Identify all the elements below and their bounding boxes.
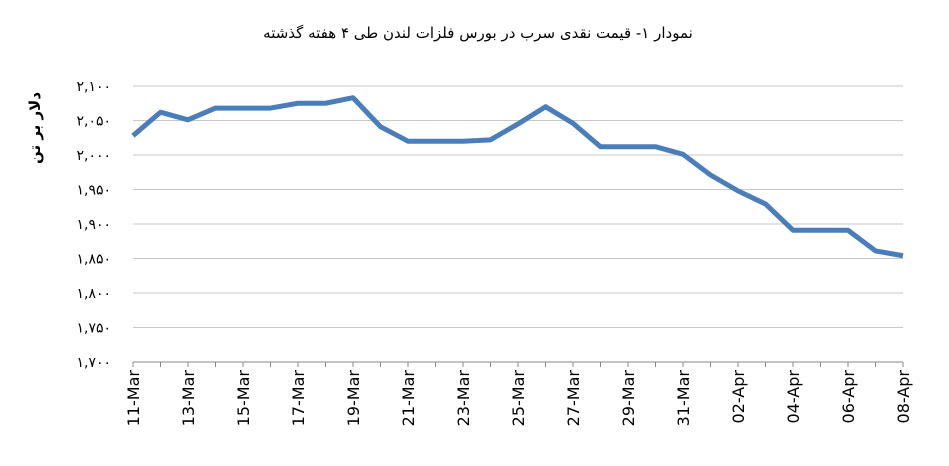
x-tick-label: 25-Mar	[509, 370, 528, 427]
y-tick-label: ۱,۷۰۰	[76, 355, 111, 371]
y-tick-label: ۱,۸۵۰	[76, 252, 111, 268]
x-tick-label: 19-Mar	[344, 370, 363, 427]
x-tick-label: 08-Apr	[894, 370, 913, 424]
x-tick-label: 11-Mar	[124, 370, 143, 427]
x-tick-label: 13-Mar	[179, 370, 198, 427]
x-tick-label: 15-Mar	[234, 370, 253, 427]
x-tick-label: 02-Apr	[729, 370, 748, 424]
x-tick-label: 21-Mar	[399, 370, 418, 427]
x-tick-label: 23-Mar	[454, 370, 473, 427]
y-tick-label: ۲,۰۵۰	[76, 114, 111, 130]
y-tick-label: ۱,۷۵۰	[76, 321, 111, 337]
y-tick-label: ۱,۸۰۰	[76, 286, 111, 302]
y-tick-label: ۱,۹۵۰	[76, 183, 111, 199]
x-tick-label: 27-Mar	[564, 370, 583, 427]
y-tick-label: ۲,۱۰۰	[76, 79, 111, 95]
data-line	[131, 95, 904, 259]
x-tick-label: 04-Apr	[784, 370, 803, 424]
y-axis-label: دلار بر تن	[26, 92, 44, 164]
x-tick-label: 06-Apr	[839, 370, 858, 424]
chart-title: نمودار ۱- قیمت نقدی سرب در بورس فلزات لن…	[263, 24, 693, 42]
x-tick-label: 31-Mar	[674, 370, 693, 427]
y-tick-label: ۲,۰۰۰	[76, 148, 111, 164]
x-tick-label: 17-Mar	[289, 370, 308, 427]
y-tick-label: ۱,۹۰۰	[76, 217, 111, 233]
x-tick-label: 29-Mar	[619, 370, 638, 427]
